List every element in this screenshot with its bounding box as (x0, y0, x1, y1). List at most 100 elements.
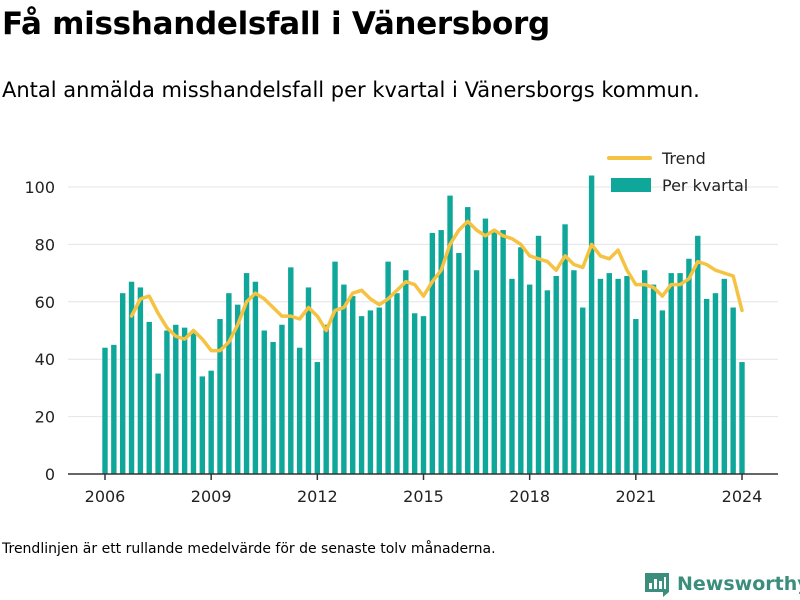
page-subtitle: Antal anmälda misshandelsfall per kvarta… (2, 78, 700, 102)
x-tick-label: 2018 (509, 487, 550, 506)
bar (465, 207, 471, 474)
bar (146, 321, 152, 474)
bar (712, 293, 719, 474)
bar (429, 232, 436, 474)
bar (411, 313, 418, 474)
y-tick-label: 20 (35, 408, 55, 427)
bar (500, 230, 506, 474)
bar (350, 296, 356, 474)
bar (288, 267, 294, 474)
legend-bar-label: Per kvartal (662, 176, 748, 195)
bar (447, 195, 453, 475)
bar (270, 341, 276, 474)
x-tick-label: 2012 (297, 487, 338, 506)
bar (261, 330, 267, 474)
legend-trend-label: Trend (661, 149, 706, 168)
bar (394, 293, 400, 474)
bar (358, 316, 365, 474)
bar (721, 278, 728, 474)
bar (553, 275, 559, 474)
bar (119, 293, 126, 474)
bar (128, 281, 135, 474)
legend-bar-swatch (611, 178, 651, 192)
bar (199, 376, 206, 474)
bar (456, 253, 462, 474)
bar (279, 324, 285, 474)
bar (403, 270, 409, 474)
brand-logo[interactable]: Newsworthy (644, 569, 800, 599)
bar (677, 273, 683, 474)
bar (624, 275, 630, 474)
bar (438, 230, 444, 474)
bar (367, 310, 374, 474)
bar (562, 224, 568, 474)
y-tick-label: 40 (35, 350, 55, 369)
page-title: Få misshandelsfall i Vänersborg (2, 6, 550, 42)
footnote: Trendlinjen är ett rullande medelvärde f… (2, 541, 496, 557)
bar (376, 307, 382, 474)
bar (173, 324, 179, 474)
bar (659, 310, 666, 474)
x-tick-label: 2021 (615, 487, 656, 506)
bar (137, 287, 144, 474)
bar (641, 270, 648, 474)
bar (695, 235, 701, 474)
y-tick-label: 80 (35, 235, 55, 254)
y-axis-labels: 0 20 40 60 80 100 (24, 178, 55, 484)
bar (606, 273, 612, 474)
bar (615, 278, 621, 474)
bar (420, 316, 427, 474)
trend-line-group (129, 219, 744, 353)
bar (739, 362, 745, 474)
bar (164, 330, 170, 474)
bar (668, 273, 674, 474)
bar (385, 261, 391, 474)
x-tick-label: 2009 (191, 487, 232, 506)
bar (571, 270, 577, 474)
bar (633, 319, 639, 474)
bar (252, 281, 259, 474)
bar (650, 284, 657, 474)
bar (332, 261, 338, 474)
bar (526, 284, 533, 474)
bar (544, 290, 551, 474)
bar (703, 298, 710, 474)
bar (580, 307, 586, 474)
bar (730, 307, 736, 474)
bar (509, 278, 515, 474)
bar (491, 230, 497, 474)
x-axis: 2006 2009 2012 2015 2018 2021 2024 (68, 473, 778, 506)
bar (226, 293, 232, 474)
bars (102, 175, 745, 475)
newsworthy-chart-logo-icon (645, 573, 669, 597)
x-tick-label: 2006 (85, 487, 126, 506)
bar (314, 362, 321, 474)
bar (588, 175, 595, 474)
y-tick-label: 100 (24, 178, 55, 197)
bar (296, 347, 303, 474)
x-tick-label: 2015 (403, 487, 444, 506)
bar (305, 287, 312, 474)
bar (323, 324, 329, 474)
brand-name: Newsworthy (677, 573, 800, 595)
bar (482, 218, 489, 474)
y-tick-label: 60 (35, 293, 55, 312)
bar (190, 330, 197, 474)
bar (102, 347, 108, 474)
trend-line (129, 219, 744, 353)
bar (155, 373, 161, 474)
x-tick-label: 2024 (722, 487, 763, 506)
bar (243, 273, 250, 474)
bar (208, 370, 214, 474)
bar (111, 344, 117, 474)
bar (686, 258, 692, 474)
y-tick-label: 0 (45, 465, 55, 484)
bar (518, 247, 524, 474)
bar (597, 278, 604, 474)
bar (473, 270, 480, 474)
bar (535, 235, 542, 474)
bar (217, 319, 223, 474)
bar (181, 327, 188, 474)
bar (235, 304, 241, 474)
